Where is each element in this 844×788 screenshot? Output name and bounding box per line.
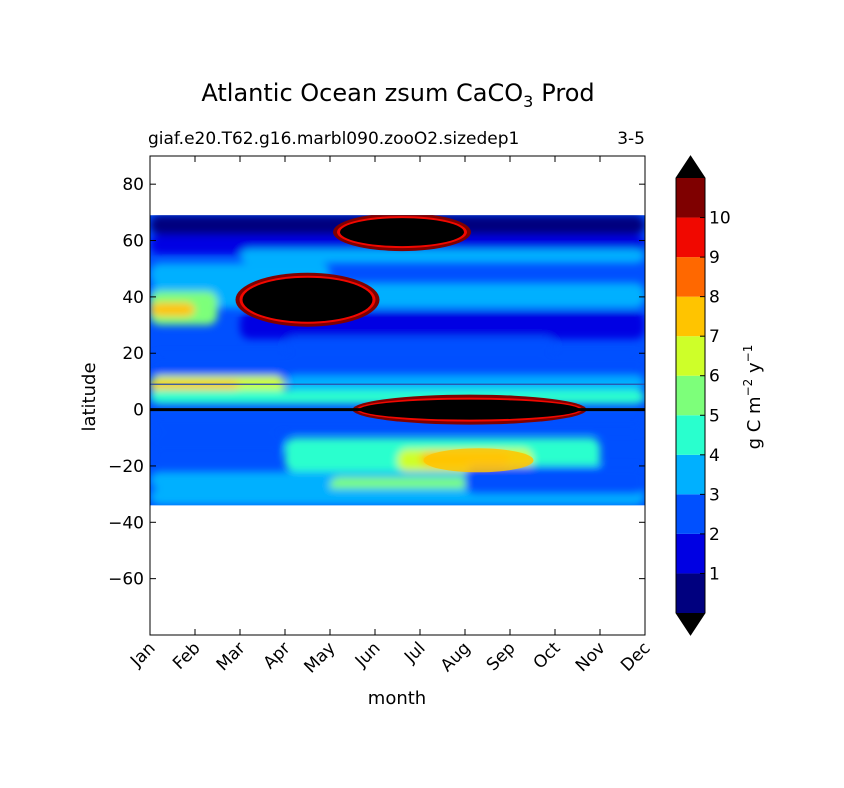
colorbar-segment [676,296,705,337]
x-axis-label: month [368,688,426,709]
contour-band [150,381,240,390]
x-tick-label: Dec [617,638,654,675]
chart-title-subscript: 3 [523,92,533,111]
colorbar-tick-label: 9 [709,248,720,268]
colorbar-segment [676,178,705,218]
x-tick-label: Jun [351,638,385,672]
contour-band [150,302,195,317]
heatmap-field [150,215,645,506]
colorbar-segment [676,415,705,455]
colorbar-segment [676,494,705,534]
y-tick-label: 20 [122,344,144,364]
y-axis-label: latitude [79,362,100,431]
colorbar-segment [676,533,705,574]
contour-band [150,432,285,455]
contour-band [150,353,645,376]
x-tick-label: Feb [169,638,204,673]
x-tick-label: Jul [400,638,429,667]
x-tick-label: Aug [437,638,475,676]
plot-frame [149,155,646,636]
y-tick-label: −20 [108,457,144,477]
chart-title-main: Atlantic Ocean zsum CaCO [201,79,523,107]
colorbar-tick-label: 8 [709,288,720,308]
colorbar-tick-label: 1 [709,564,720,584]
colorbar-tick-label: 4 [709,446,720,466]
x-tick-label: Apr [260,638,295,673]
x-tick-label: Nov [572,638,610,676]
colorbar-label: g C m−2 y−1 [741,345,765,450]
y-tick-label: 40 [122,288,144,308]
high-production-north-spring-bloom [242,277,373,322]
y-tick-label: −60 [108,570,144,590]
colorbar-tick-label: 5 [709,406,720,426]
colorbar-segment [676,336,705,376]
colorbar-extend-bottom [676,613,705,635]
high-production-subpolar-summer [340,218,464,247]
x-tick-label: Sep [483,638,520,675]
x-tick-label: Mar [213,638,250,675]
colorbar-label-exp2: −1 [741,345,755,363]
x-tick-label: Oct [530,638,565,673]
moderate-production-south-subtropics [423,448,534,473]
heatmap-peaks [150,215,645,473]
colorbar-tick-label: 7 [709,327,720,347]
contour-band [285,336,555,354]
y-tick-label: 0 [133,401,144,421]
colorbar: 1 2 3 4 5 6 7 8 9 10 [675,155,731,636]
contour-band [150,282,645,309]
colorbar-label-mid: y [744,362,765,379]
colorbar-segment [676,573,705,613]
colorbar-segment [676,217,705,258]
chart-subtitle-right: 3-5 [617,129,645,149]
x-tick-label: Jan [126,638,159,671]
contour-band [240,248,645,264]
colorbar-extend-top [676,156,705,178]
colorbar-label-main: g C m [744,396,765,449]
colorbar-segment [676,454,705,495]
chart-subtitle-left: giaf.e20.T62.g16.marbl090.zooO2.sizedep1 [148,129,519,149]
y-tick-label: 80 [122,175,144,195]
colorbar-outline [675,155,706,636]
x-tick-label: May [301,638,340,677]
colorbar-tick-label: 2 [709,525,720,545]
contour-band [285,375,645,390]
y-tick-label: 60 [122,232,144,252]
y-axis: 80 60 40 20 0 −20 −40 −60 [108,175,645,590]
colorbar-tick-label: 3 [709,485,720,505]
chart-title-tail: Prod [541,79,594,107]
colorbar-segment [676,375,705,416]
colorbar-tick-label: 10 [709,209,731,229]
colorbar-segment [676,257,705,297]
chart-title: Atlantic Ocean zsum CaCO3 Prod [201,79,594,111]
colorbar-tick-label: 6 [709,367,720,387]
colorbar-label-exp1: −2 [741,379,755,397]
y-tick-label: −40 [108,513,144,533]
contour-band [465,465,645,495]
